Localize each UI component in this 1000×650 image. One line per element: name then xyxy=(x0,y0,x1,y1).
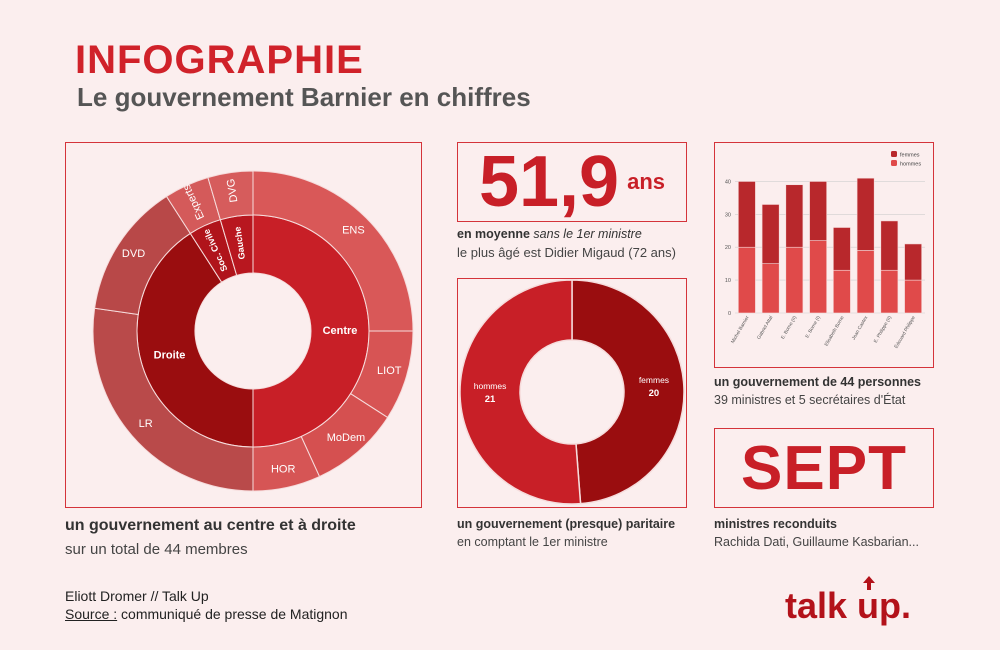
parity-donut-chart: femmes 20 hommes 21 xyxy=(459,279,685,505)
legend-label-hommes: hommes xyxy=(900,162,921,168)
parity-caption: un gouvernement (presque) paritaire xyxy=(457,517,676,531)
donut-slice-hommes xyxy=(459,279,582,505)
sunburst-outer-dvg xyxy=(207,170,254,221)
donut-value-femmes: 20 xyxy=(649,388,660,399)
logo-arrow-u: u xyxy=(857,576,880,627)
logo-text-right: p. xyxy=(879,585,912,626)
bar-femmes-michel-barnier xyxy=(738,181,756,248)
bar-hommes-e-philippe-ii xyxy=(880,269,899,314)
x-tick-label-e-borne-i: E. Borne (I) xyxy=(804,315,822,340)
bar-hommes-elisabeth-borne xyxy=(833,269,851,314)
footer-source: Source : communiqué de presse de Matigno… xyxy=(65,606,348,622)
x-tick-label-e-borne-ii: E. Borne (II) xyxy=(780,315,798,341)
sunburst-outer-label-dvg: DVG xyxy=(225,178,240,203)
bar-hommes-jean-castex xyxy=(856,250,875,314)
y-tick-label: 20 xyxy=(725,245,731,251)
x-tick-label-e-philippe-ii: E. Philippe (II) xyxy=(873,315,893,344)
footer-author: Eliott Dromer // Talk Up xyxy=(65,588,209,604)
logo-u: u xyxy=(857,585,880,626)
x-tick-label-michel-barnier: Michel Barnier xyxy=(730,315,751,345)
age-caption: en moyenne sans le 1er ministre xyxy=(457,227,642,241)
x-tick-label-gabriel-attal: Gabriel Attal xyxy=(756,315,774,341)
source-text: communiqué de presse de Matignon xyxy=(117,606,348,622)
age-caption-strong: en moyenne xyxy=(457,227,530,241)
y-tick-label: 40 xyxy=(725,179,731,185)
bar-femmes-jean-castex xyxy=(856,177,875,251)
age-unit: ans xyxy=(627,169,666,194)
bar-femmes-elisabeth-borne xyxy=(833,227,851,271)
sunburst-outer-label-dvd: DVD xyxy=(122,248,145,260)
bar-femmes-e-philippe-ii xyxy=(880,220,899,271)
x-tick-label-edouard-philippe: Édouard Philippe xyxy=(893,314,917,349)
donut-value-hommes: 21 xyxy=(485,394,496,405)
y-tick-label: 0 xyxy=(728,311,731,317)
age-frame: 51,9 ans xyxy=(457,142,687,222)
sept-frame: SEPT xyxy=(714,428,934,508)
page-title: INFOGRAPHIE xyxy=(75,38,364,82)
age-caption-italic: sans le 1er ministre xyxy=(533,227,642,241)
donut-label-hommes: hommes xyxy=(474,381,507,391)
bar-hommes-gabriel-attal xyxy=(761,263,780,314)
legend-swatch-femmes xyxy=(891,151,897,157)
stacked-bar-chart: 0 10 20 30 40 Michel Barnier Gabriel Attal E. B… xyxy=(725,151,925,350)
source-label: Source : xyxy=(65,606,118,622)
x-tick-label-elisabeth-borne: Elisabeth Borne xyxy=(823,315,845,348)
sunburst-inner-label-centre: Centre xyxy=(323,325,358,337)
y-tick-label: 10 xyxy=(725,278,731,284)
sunburst-inner-label-gauche: Gauche xyxy=(232,226,247,260)
bar-femmes-e-borne-i xyxy=(809,181,827,241)
bar-hommes-edouard-philippe xyxy=(904,279,922,314)
bar-femmes-gabriel-attal xyxy=(761,204,780,264)
talk-up-logo: talk u p. xyxy=(785,576,912,627)
bar-hommes-e-borne-i xyxy=(809,240,827,314)
bar-hommes-e-borne-ii xyxy=(785,246,804,314)
sunburst-outer-label-lr: LR xyxy=(139,418,153,430)
legend-swatch-hommes xyxy=(891,160,897,166)
sunburst-subcaption: sur un total de 44 membres xyxy=(65,541,248,558)
x-tick-label-jean-castex: Jean Castex xyxy=(851,314,870,341)
bar-hommes-michel-barnier xyxy=(738,246,756,314)
sunburst-outer-label-ens: ENS xyxy=(342,224,365,236)
sunburst-inner-label-droite: Droite xyxy=(154,349,186,361)
age-oldest: le plus âgé est Didier Migaud (72 ans) xyxy=(457,245,676,260)
sept-subcaption: Rachida Dati, Guillaume Kasbarian... xyxy=(714,535,919,549)
bar-femmes-edouard-philippe xyxy=(904,243,922,281)
donut-slice-femmes xyxy=(571,279,685,505)
donut-label-femmes: femmes xyxy=(639,375,669,385)
bars-frame: 0 10 20 30 40 Michel Barnier Gabriel Attal E. B… xyxy=(714,142,934,368)
y-tick-label: 30 xyxy=(725,212,731,218)
age-value: 51,9 xyxy=(478,142,620,222)
parity-subcaption: en comptant le 1er ministre xyxy=(457,535,608,549)
sunburst-frame: Centre Droite Soc. Civile Gauche ENS LIOT MoDe… xyxy=(65,142,422,508)
sunburst-outer-label-liot: LIOT xyxy=(377,365,402,377)
up-arrow-icon xyxy=(863,576,876,590)
sunburst-outer-label-modem: MoDem xyxy=(327,432,366,444)
bar-femmes-e-borne-ii xyxy=(785,184,804,248)
parity-frame: femmes 20 hommes 21 xyxy=(457,278,687,508)
sunburst-outer-label-hor: HOR xyxy=(271,464,296,476)
sept-caption: ministres reconduits xyxy=(714,517,837,531)
legend-label-femmes: femmes xyxy=(900,153,920,159)
logo-text-left: talk xyxy=(785,585,858,626)
page-subtitle: Le gouvernement Barnier en chiffres xyxy=(77,82,531,112)
sunburst-caption: un gouvernement au centre et à droite xyxy=(65,517,356,534)
bars-subcaption: 39 ministres et 5 secrétaires d'État xyxy=(714,393,906,407)
bars-caption: un gouvernement de 44 personnes xyxy=(714,375,921,389)
sept-value: SEPT xyxy=(741,433,907,503)
